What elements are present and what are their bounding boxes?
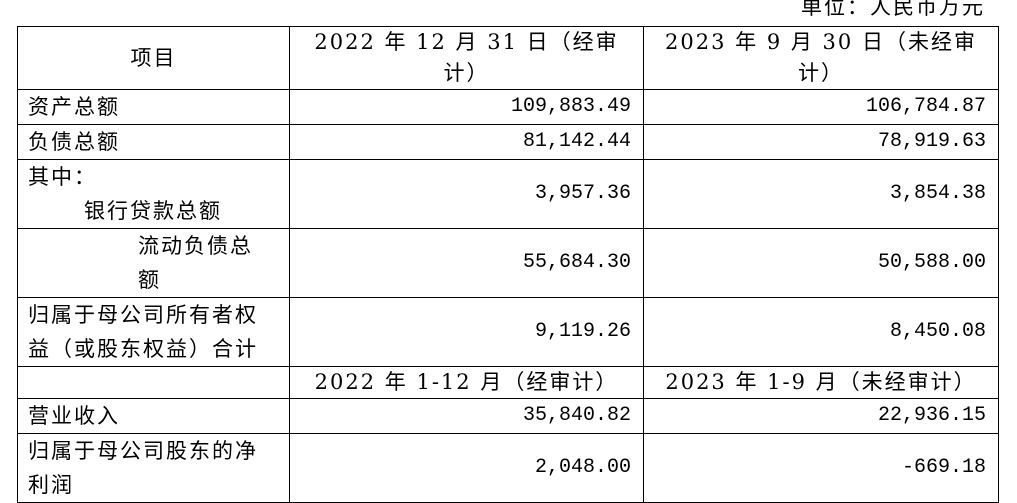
- row-label: 营业收入: [17, 398, 290, 434]
- value-cell: 106,784.87: [643, 89, 999, 125]
- value-cell: 50,588.00: [643, 228, 999, 298]
- row-label: 流动负债总额: [17, 228, 290, 298]
- table-row: 其中： 银行贷款总额 3,957.36 3,854.38: [17, 159, 999, 229]
- value-cell: -669.18: [643, 433, 999, 503]
- table-row: 归属于母公司股东的净利润 2,048.00 -669.18: [17, 433, 999, 503]
- value-cell: 8,450.08: [643, 297, 999, 367]
- header-cell: 2023 年 9 月 30 日（未经审计）: [643, 26, 999, 90]
- unit-label: 单位：人民币万元: [801, 0, 985, 19]
- value-cell: 35,840.82: [289, 398, 644, 434]
- table-row: 负债总额 81,142.44 78,919.63: [17, 124, 999, 160]
- value-cell: 55,684.30: [289, 228, 644, 298]
- value-cell: 22,936.15: [643, 398, 999, 434]
- row-label: 资产总额: [17, 89, 290, 125]
- value-cell: 81,142.44: [289, 124, 644, 160]
- table-row: 营业收入 35,840.82 22,936.15: [17, 398, 999, 434]
- header-cell: 项目: [17, 26, 290, 90]
- value-cell: 78,919.63: [643, 124, 999, 160]
- financial-table: 项目 2022 年 12 月 31 日（经审计） 2023 年 9 月 30 日（未…: [17, 26, 999, 503]
- page: {"unit":"单位：人民币万元", "header":["项目","2022…: [17, 0, 999, 503]
- table-row: 归属于母公司所有者权益（或股东权益）合计 9,119.26 8,450.08: [17, 297, 999, 367]
- header-cell: 2023 年 1-9 月（未经审计）: [643, 366, 999, 399]
- header-cell: 2022 年 1-12 月（经审计）: [289, 366, 644, 399]
- row-label: 归属于母公司股东的净利润: [17, 433, 290, 503]
- empty-cell: [17, 366, 290, 399]
- header-cell: 2022 年 12 月 31 日（经审计）: [289, 26, 644, 90]
- value-cell: 2,048.00: [289, 433, 644, 503]
- row-label: 归属于母公司所有者权益（或股东权益）合计: [17, 297, 290, 367]
- value-cell: 109,883.49: [289, 89, 644, 125]
- table-row: 资产总额 109,883.49 106,784.87: [17, 89, 999, 125]
- row-label: 负债总额: [17, 124, 290, 160]
- label-prefix: 其中：: [28, 165, 97, 189]
- table-row: 流动负债总额 55,684.30 50,588.00: [17, 228, 999, 298]
- value-cell: 9,119.26: [289, 297, 644, 367]
- value-cell: 3,957.36: [289, 159, 644, 229]
- value-cell: 3,854.38: [643, 159, 999, 229]
- label-text: 银行贷款总额: [84, 199, 222, 223]
- table-row: 项目 2022 年 12 月 31 日（经审计） 2023 年 9 月 30 日（未…: [17, 26, 999, 90]
- table-row: 2022 年 1-12 月（经审计） 2023 年 1-9 月（未经审计）: [17, 366, 999, 399]
- row-label: 其中： 银行贷款总额: [17, 159, 290, 229]
